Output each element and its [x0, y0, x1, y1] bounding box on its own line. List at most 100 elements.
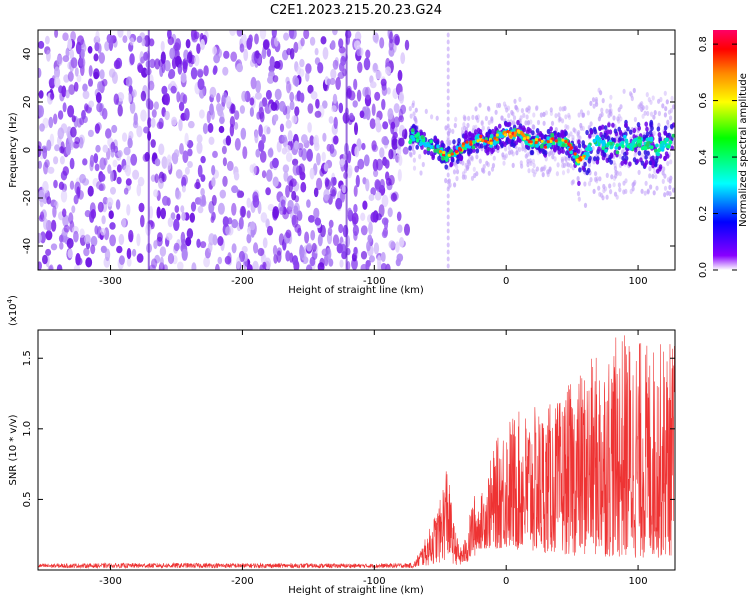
peak-cell — [540, 139, 544, 143]
band-cell — [644, 154, 648, 160]
halo-cell — [640, 188, 644, 194]
band-cell — [648, 130, 653, 136]
x-tick-label: 0 — [503, 576, 509, 587]
signal-cell — [420, 135, 425, 140]
band-cell — [586, 167, 591, 174]
halo-cell — [618, 187, 622, 193]
noise-cell — [151, 109, 157, 118]
noise-cell — [271, 157, 279, 169]
halo-cell — [589, 100, 593, 106]
noise-cell — [187, 148, 193, 157]
halo-cell — [447, 178, 451, 184]
band-cell — [608, 129, 613, 135]
noise-cell — [250, 221, 256, 231]
noise-cell — [66, 238, 74, 249]
noise-cell — [123, 146, 131, 156]
noise-cell — [209, 86, 217, 98]
peak-cell — [484, 139, 488, 143]
band-cell — [528, 128, 532, 134]
band-cell — [574, 145, 578, 151]
signal-cell — [609, 145, 613, 150]
halo-cell — [448, 128, 452, 134]
noise-cell — [212, 150, 218, 158]
halo-cell — [532, 172, 536, 178]
noise-cell — [396, 211, 402, 222]
band-cell — [588, 133, 592, 139]
noise-cell — [392, 131, 398, 139]
noise-cell — [193, 54, 200, 67]
signal-cell — [671, 133, 675, 138]
noise-cell — [239, 43, 245, 53]
halo-cell — [453, 122, 457, 129]
noise-cell — [126, 257, 132, 267]
signal-cell — [606, 141, 611, 146]
halo-cell — [663, 185, 668, 191]
halo-cell — [610, 174, 614, 180]
halo-cell — [618, 171, 622, 177]
noise-cell — [185, 39, 191, 49]
halo-cell — [519, 115, 523, 121]
noise-cell — [199, 198, 207, 207]
noise-cell — [261, 97, 268, 107]
noise-cell — [59, 241, 64, 250]
noise-cell — [100, 245, 107, 253]
halo-cell — [411, 102, 415, 108]
noise-cell — [306, 199, 311, 208]
noise-cell — [254, 33, 259, 45]
band-cell — [643, 149, 648, 155]
halo-cell — [419, 170, 423, 176]
noise-cell — [272, 245, 278, 256]
noise-cell — [254, 130, 259, 144]
peak-cell — [511, 132, 515, 136]
noise-cell — [226, 160, 234, 172]
signal-cell — [595, 136, 599, 141]
noise-cell — [196, 68, 204, 78]
halo-cell — [546, 171, 550, 178]
halo-cell — [541, 172, 545, 178]
noise-cell — [299, 92, 305, 103]
noise-cell — [176, 213, 181, 221]
noise-cell — [335, 197, 343, 210]
halo-cell — [619, 116, 623, 122]
noise-cell — [127, 137, 133, 149]
noise-cell — [153, 189, 159, 198]
noise-cell — [81, 109, 86, 120]
band-cell — [512, 142, 516, 148]
halo-cell — [609, 189, 613, 195]
noise-cell — [117, 104, 123, 117]
peak-cell — [476, 139, 480, 143]
noise-cell — [53, 156, 59, 165]
halo-cell — [646, 110, 650, 117]
noise-cell — [166, 197, 171, 207]
noise-cell — [266, 225, 274, 236]
noise-cell — [129, 53, 135, 65]
peak-cell — [479, 135, 483, 139]
noise-cell — [181, 211, 186, 221]
halo-cell — [572, 127, 576, 133]
halo-cell — [622, 189, 626, 195]
halo-cell — [524, 153, 528, 159]
noise-cell — [265, 89, 272, 100]
noise-cell — [341, 185, 347, 194]
band-cell — [408, 145, 412, 151]
noise-cell — [353, 203, 358, 214]
halo-cell — [622, 88, 626, 94]
noise-cell — [340, 243, 347, 254]
faint-line-cell — [446, 81, 450, 87]
halo-cell — [651, 95, 655, 101]
noise-cell — [82, 83, 88, 92]
spectrogram-y-label: Frequency (Hz) — [8, 112, 19, 188]
noise-cell — [140, 214, 145, 228]
halo-cell — [424, 108, 428, 114]
noise-cell — [255, 80, 261, 93]
noise-cell — [99, 69, 105, 80]
noise-cell — [375, 70, 382, 80]
noise-cell — [347, 207, 352, 216]
band-cell — [603, 125, 608, 131]
noise-cell — [374, 91, 381, 101]
halo-cell — [526, 119, 531, 126]
halo-cell — [583, 181, 587, 187]
noise-cell — [197, 78, 205, 90]
noise-cell — [98, 52, 106, 64]
noise-cell — [222, 175, 228, 187]
